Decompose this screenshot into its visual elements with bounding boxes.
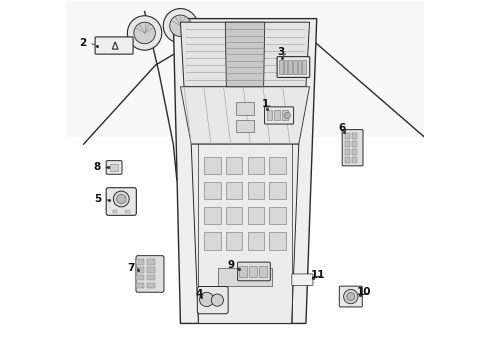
Text: 7: 7 xyxy=(127,263,135,273)
Bar xyxy=(284,60,287,74)
Circle shape xyxy=(127,16,162,50)
Bar xyxy=(247,182,264,199)
Bar xyxy=(226,232,243,249)
Bar xyxy=(289,60,292,74)
Polygon shape xyxy=(225,22,265,87)
Bar xyxy=(345,134,350,139)
FancyBboxPatch shape xyxy=(339,286,362,307)
Polygon shape xyxy=(180,22,310,87)
Bar xyxy=(352,141,357,147)
FancyBboxPatch shape xyxy=(238,262,270,281)
Bar xyxy=(269,207,286,225)
Circle shape xyxy=(117,194,126,204)
Circle shape xyxy=(211,294,223,306)
Bar xyxy=(226,182,243,199)
Bar xyxy=(247,232,264,249)
Bar xyxy=(352,157,357,163)
FancyBboxPatch shape xyxy=(292,274,313,285)
Bar xyxy=(136,283,144,288)
Circle shape xyxy=(134,22,155,44)
Text: 9: 9 xyxy=(228,260,235,270)
Bar xyxy=(239,266,247,277)
Bar xyxy=(282,111,288,121)
FancyBboxPatch shape xyxy=(277,57,310,77)
Bar xyxy=(147,283,155,288)
Bar xyxy=(352,134,357,139)
Bar xyxy=(113,210,117,213)
Text: 3: 3 xyxy=(277,46,285,57)
Text: 11: 11 xyxy=(311,270,325,280)
Bar xyxy=(204,207,221,225)
Bar xyxy=(267,111,272,121)
Bar xyxy=(298,60,301,74)
Bar xyxy=(110,164,119,171)
Bar xyxy=(136,267,144,273)
FancyBboxPatch shape xyxy=(106,188,136,215)
Bar xyxy=(136,275,144,280)
Text: 2: 2 xyxy=(79,38,87,48)
Text: 10: 10 xyxy=(357,287,371,297)
Bar xyxy=(302,60,306,74)
Circle shape xyxy=(347,293,355,301)
FancyBboxPatch shape xyxy=(95,37,133,54)
Bar xyxy=(352,149,357,155)
Bar xyxy=(147,259,155,265)
Text: 5: 5 xyxy=(95,194,101,204)
FancyBboxPatch shape xyxy=(136,256,164,292)
FancyBboxPatch shape xyxy=(197,287,228,314)
Bar xyxy=(136,259,144,265)
Bar xyxy=(269,157,286,174)
Bar xyxy=(345,149,350,155)
Bar xyxy=(236,102,254,114)
Bar xyxy=(279,60,283,74)
Circle shape xyxy=(284,112,291,119)
Bar xyxy=(226,157,243,174)
Circle shape xyxy=(163,9,197,43)
Text: 4: 4 xyxy=(196,289,203,299)
Bar xyxy=(247,157,264,174)
FancyBboxPatch shape xyxy=(106,161,122,174)
Bar xyxy=(259,266,267,277)
Bar xyxy=(293,60,296,74)
Bar xyxy=(249,266,257,277)
Text: 8: 8 xyxy=(93,162,100,172)
Circle shape xyxy=(199,292,214,307)
Bar xyxy=(274,111,280,121)
Bar xyxy=(147,267,155,273)
Circle shape xyxy=(170,15,191,37)
Bar xyxy=(345,157,350,163)
Bar xyxy=(226,207,243,225)
Circle shape xyxy=(113,191,129,207)
Bar xyxy=(204,232,221,249)
Polygon shape xyxy=(173,19,317,323)
Bar xyxy=(125,210,129,213)
FancyBboxPatch shape xyxy=(265,107,294,124)
Bar xyxy=(204,157,221,174)
Bar xyxy=(236,120,254,132)
Bar xyxy=(269,182,286,199)
Circle shape xyxy=(343,289,358,304)
Bar xyxy=(345,141,350,147)
Polygon shape xyxy=(180,87,310,144)
Bar xyxy=(269,232,286,249)
Bar xyxy=(204,182,221,199)
FancyBboxPatch shape xyxy=(342,130,363,166)
Bar xyxy=(247,207,264,225)
Text: 6: 6 xyxy=(338,123,345,133)
Polygon shape xyxy=(191,144,299,323)
Text: 1: 1 xyxy=(262,99,269,109)
Polygon shape xyxy=(66,1,424,137)
Bar xyxy=(147,275,155,280)
Bar xyxy=(218,268,272,286)
